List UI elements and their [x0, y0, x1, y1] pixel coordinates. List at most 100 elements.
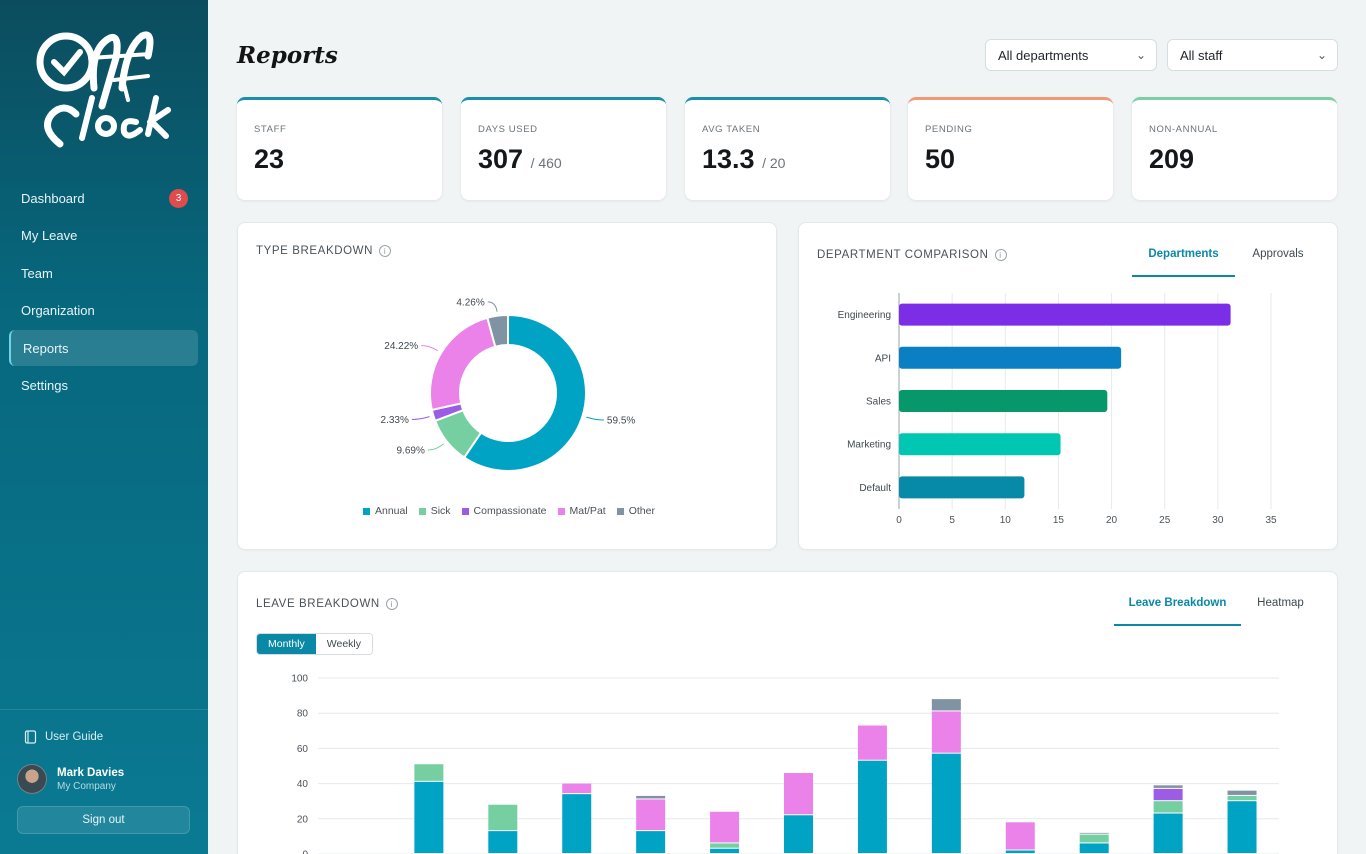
avatar — [17, 764, 47, 794]
stat-value: 209 — [1149, 144, 1195, 174]
legend-swatch — [418, 507, 426, 515]
label-leader-line — [427, 443, 445, 451]
stacked-bar-segment — [1227, 795, 1257, 801]
stacked-bar-segment — [1079, 843, 1109, 853]
stat-sub: / 460 — [530, 155, 562, 171]
staff-select[interactable]: All staff ⌄ — [1167, 39, 1338, 71]
y-tick-label: Engineering — [838, 310, 891, 321]
stacked-bar-segment — [1005, 822, 1035, 850]
stacked-bar-segment — [636, 831, 666, 853]
stacked-bar-segment — [1227, 801, 1257, 853]
tab-leave-breakdown[interactable]: Leave Breakdown — [1114, 597, 1241, 626]
type-breakdown-donut: 59.5% 9.69% 2.33% 24.22% 4.26% — [381, 297, 635, 472]
stacked-bar-segment — [1153, 813, 1183, 853]
donut-slice-other — [486, 313, 509, 348]
stacked-bar-segment — [784, 773, 813, 815]
legend-label: Sick — [430, 505, 451, 517]
y-tick-label: Sales — [866, 397, 891, 408]
sidebar-item-dashboard[interactable]: Dashboard 3 — [9, 180, 198, 216]
x-tick-label: 0 — [896, 515, 902, 526]
stacked-bar-segment — [1153, 785, 1183, 788]
info-icon[interactable]: i — [994, 249, 1007, 261]
legend-label: Other — [628, 505, 655, 517]
sidebar-item-team[interactable]: Team — [9, 255, 198, 291]
card-title: LEAVE BREAKDOWN i — [256, 598, 398, 610]
stacked-bar-segment — [1153, 788, 1183, 801]
stacked-bar-segment — [1079, 832, 1109, 834]
sidebar-item-organization[interactable]: Organization — [9, 293, 198, 329]
toggle-monthly[interactable]: Monthly — [257, 634, 316, 654]
y-tick-label: 100 — [291, 674, 308, 685]
stacked-bar-segment — [710, 811, 740, 843]
chevron-down-icon: ⌄ — [1135, 48, 1146, 62]
sidebar-item-label: My Leave — [21, 228, 78, 243]
card-title: TYPE BREAKDOWN i — [256, 245, 392, 257]
period-toggle: Monthly Weekly — [256, 633, 373, 655]
department-select[interactable]: All departments ⌄ — [985, 39, 1157, 71]
sidebar-item-settings[interactable]: Settings — [9, 368, 198, 404]
donut-slice-matpat — [429, 316, 497, 412]
toggle-weekly[interactable]: Weekly — [326, 638, 361, 650]
stacked-bar-segment — [636, 795, 666, 799]
slice-label: 4.26% — [456, 297, 484, 308]
stat-value: 50 — [925, 144, 956, 174]
stat-value: 307 / 460 — [478, 144, 562, 174]
label-leader-line — [487, 301, 498, 312]
stacked-bar-segment — [857, 760, 887, 853]
stacked-bar-segment — [1005, 850, 1035, 853]
legend-item[interactable]: Compassionate — [461, 505, 547, 517]
x-tick-label: 10 — [1000, 515, 1012, 526]
stacked-bar-segment — [488, 804, 518, 831]
tab-approvals[interactable]: Approvals — [1252, 248, 1304, 260]
stacked-bar-segment — [857, 725, 887, 760]
donut-slice-annual — [462, 313, 587, 472]
user-profile[interactable]: Mark Davies My Company — [17, 764, 124, 794]
stat-label: NON-ANNUAL — [1149, 124, 1218, 135]
slice-label: 2.33% — [381, 415, 409, 426]
sidebar-item-my-leave[interactable]: My Leave — [9, 218, 198, 254]
stacked-bar-segment — [710, 843, 740, 848]
stat-card-staff: STAFF 23 — [237, 97, 442, 200]
user-guide-link[interactable]: User Guide — [24, 730, 103, 744]
tab-heatmap[interactable]: Heatmap — [1257, 597, 1304, 609]
sidebar-footer: User Guide Mark Davies My Company Sign o… — [0, 709, 208, 834]
stacked-bar-segment — [636, 799, 666, 831]
leave-stacked-bar-chart: 100 80 60 40 20 0 — [291, 674, 1279, 854]
x-tick-label: 20 — [1106, 515, 1118, 526]
department-bar-chart: 0 5 10 15 20 25 30 35 Engineering API Sales Marketi… — [838, 293, 1277, 526]
sign-out-button[interactable]: Sign out — [17, 806, 190, 834]
info-icon[interactable]: i — [385, 598, 398, 610]
stat-label: AVG TAKEN — [702, 124, 761, 135]
label-leader-line — [411, 416, 430, 420]
stacked-bar-segment — [1153, 801, 1183, 813]
legend-item[interactable]: Sick — [418, 505, 451, 517]
x-tick-label: 5 — [949, 515, 955, 526]
bar-default — [899, 476, 1025, 499]
user-guide-label: User Guide — [45, 731, 104, 743]
bar-sales — [899, 390, 1108, 412]
stacked-bar-segment — [931, 711, 961, 753]
stacked-bar-segment — [1227, 790, 1257, 795]
legend-item[interactable]: Mat/Pat — [557, 505, 606, 517]
x-tick-label: 25 — [1159, 515, 1171, 526]
off-the-clock-logo[interactable] — [30, 18, 180, 158]
legend-swatch — [461, 507, 469, 515]
sidebar-item-reports[interactable]: Reports — [9, 330, 198, 366]
stacked-bar-segment — [710, 848, 740, 853]
info-icon[interactable]: i — [379, 245, 392, 257]
bar-engineering — [899, 303, 1231, 326]
staff-select-value: All staff — [1180, 47, 1223, 63]
legend-item[interactable]: Other — [616, 505, 655, 517]
legend-label: Mat/Pat — [569, 505, 606, 517]
tab-departments[interactable]: Departments — [1132, 248, 1235, 277]
sidebar-item-label: Organization — [21, 303, 95, 318]
y-tick-label: 20 — [297, 814, 309, 825]
y-tick-label: Default — [859, 483, 891, 494]
legend-label: Compassionate — [473, 505, 547, 517]
legend-item[interactable]: Annual — [363, 505, 408, 517]
stacked-bar-segment — [562, 783, 592, 794]
department-select-value: All departments — [998, 47, 1089, 63]
page-title: Reports — [237, 42, 338, 69]
book-icon — [24, 730, 37, 744]
slice-label: 9.69% — [396, 446, 424, 457]
